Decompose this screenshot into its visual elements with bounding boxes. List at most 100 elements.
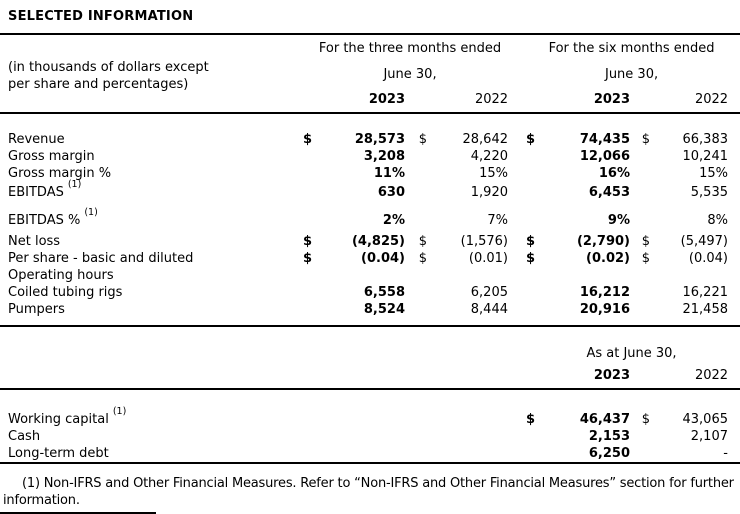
currency-symbol [630, 301, 650, 318]
divider-balance-header [0, 388, 740, 390]
table-row: June 30, June 30, [8, 61, 728, 87]
value-cell: 12,066 [579, 149, 630, 164]
currency-symbol [630, 148, 650, 165]
table-row: Gross margin 3,208 4,220 12,066 10,241 [8, 148, 728, 165]
value-cell: (0.01) [468, 251, 508, 266]
value-cell: 2,107 [690, 429, 728, 444]
row-label: Revenue [8, 132, 65, 147]
value-cell: 43,065 [682, 412, 729, 427]
row-label: Cash [8, 429, 41, 444]
divider-periods-bottom [0, 325, 740, 327]
year-header-2023-as-at: 2023 [593, 368, 630, 383]
table-row: Cash 2,153 2,107 [8, 428, 728, 445]
table-row: 2023 2022 [8, 362, 728, 388]
table-row: Pumpers 8,524 8,444 20,916 21,458 [8, 301, 728, 318]
value-cell: 2,153 [588, 429, 630, 444]
value-cell [535, 267, 630, 284]
currency-symbol [508, 428, 535, 445]
value-cell: 15% [699, 166, 728, 181]
value-cell: (1,576) [460, 234, 508, 249]
value-cell: 66,383 [682, 132, 729, 147]
date-subheader-three-months: June 30, [383, 66, 437, 82]
value-cell: 6,205 [470, 285, 508, 300]
currency-symbol [508, 201, 535, 229]
table-row: Revenue $28,573 $28,642 $74,435 $66,383 [8, 114, 728, 148]
value-cell: (0.04) [688, 251, 728, 266]
year-header-2023-three-months: 2023 [368, 92, 405, 107]
currency-symbol: $ [418, 251, 427, 266]
value-cell: 16,221 [682, 285, 729, 300]
footnote-marker: (1) [112, 405, 127, 417]
row-label: EBITDAS %(1) [8, 206, 98, 228]
value-cell: 8,524 [363, 302, 405, 317]
currency-symbol [630, 201, 650, 229]
value-cell: 2% [382, 213, 405, 228]
value-cell: 15% [479, 166, 508, 181]
currency-symbol: $ [525, 132, 535, 147]
currency-symbol [630, 284, 650, 301]
row-label: Long-term debt [8, 446, 109, 461]
value-cell: 20,916 [579, 302, 630, 317]
currency-symbol [405, 165, 427, 182]
value-cell: 6,250 [588, 446, 630, 461]
year-header-2022-three-months: 2022 [474, 92, 509, 107]
value-cell: 28,573 [354, 132, 405, 147]
value-cell: 630 [377, 185, 405, 200]
value-cell: (5,497) [680, 234, 728, 249]
row-label: Per share - basic and diluted [8, 251, 194, 266]
divider-top [0, 33, 740, 35]
table-row: Per share - basic and diluted $ (0.04) $ (0.… [8, 250, 728, 267]
table-row: Long-term debt 6,250 - [8, 445, 728, 462]
value-cell: 28,642 [462, 132, 509, 147]
row-label: Gross margin [8, 149, 95, 164]
value-cell: (0.02) [586, 251, 630, 266]
divider-header [0, 112, 740, 114]
currency-symbol [405, 148, 427, 165]
table-row: Working capital(1) $46,437 $43,065 [8, 390, 728, 428]
currency-symbol [508, 182, 535, 201]
currency-symbol [630, 428, 650, 445]
table-row: Operating hours [8, 267, 728, 284]
value-cell: 4,220 [470, 149, 508, 164]
units-note-line2: per share and percentages) [8, 77, 189, 92]
row-label: Working capital(1) [8, 405, 127, 427]
currency-symbol: $ [525, 412, 535, 427]
currency-symbol [508, 445, 535, 462]
value-cell: 16,212 [579, 285, 630, 300]
currency-symbol: $ [641, 412, 650, 427]
currency-symbol [508, 148, 535, 165]
value-cell: 6,558 [363, 285, 405, 300]
currency-symbol [290, 301, 312, 318]
value-cell: (2,790) [576, 234, 630, 249]
currency-symbol [508, 284, 535, 301]
table-row: Gross margin % 11% 15% 16% 15% [8, 165, 728, 182]
spacer-cell [8, 362, 535, 388]
value-cell: 11% [373, 166, 405, 181]
column-group-six-months: For the six months ended [548, 40, 715, 56]
currency-symbol [508, 165, 535, 182]
currency-symbol [290, 182, 312, 201]
currency-symbol [290, 165, 312, 182]
currency-symbol: $ [302, 132, 312, 147]
page-title: SELECTED INFORMATION [8, 9, 194, 24]
row-label: Net loss [8, 234, 61, 249]
spacer-cell [8, 345, 535, 362]
currency-symbol [508, 301, 535, 318]
table-row: (in thousands of dollars except per shar… [8, 35, 728, 93]
currency-symbol [290, 284, 312, 301]
row-label: EBITDAS(1) [8, 178, 82, 200]
currency-symbol: $ [641, 251, 650, 266]
currency-symbol [630, 267, 650, 284]
value-cell: 1,920 [470, 185, 508, 200]
value-cell: 7% [487, 213, 508, 228]
table-row: 2023 2022 2023 2022 [8, 87, 728, 112]
value-cell [427, 267, 508, 284]
spacer-cell [508, 61, 535, 87]
periods-table-header: (in thousands of dollars except per shar… [8, 35, 728, 112]
value-cell: - [723, 446, 728, 461]
currency-symbol [405, 201, 427, 229]
units-note-line1: (in thousands of dollars except [8, 60, 209, 75]
spacer-cell [290, 61, 312, 87]
year-header-2022-six-months: 2022 [694, 92, 729, 107]
